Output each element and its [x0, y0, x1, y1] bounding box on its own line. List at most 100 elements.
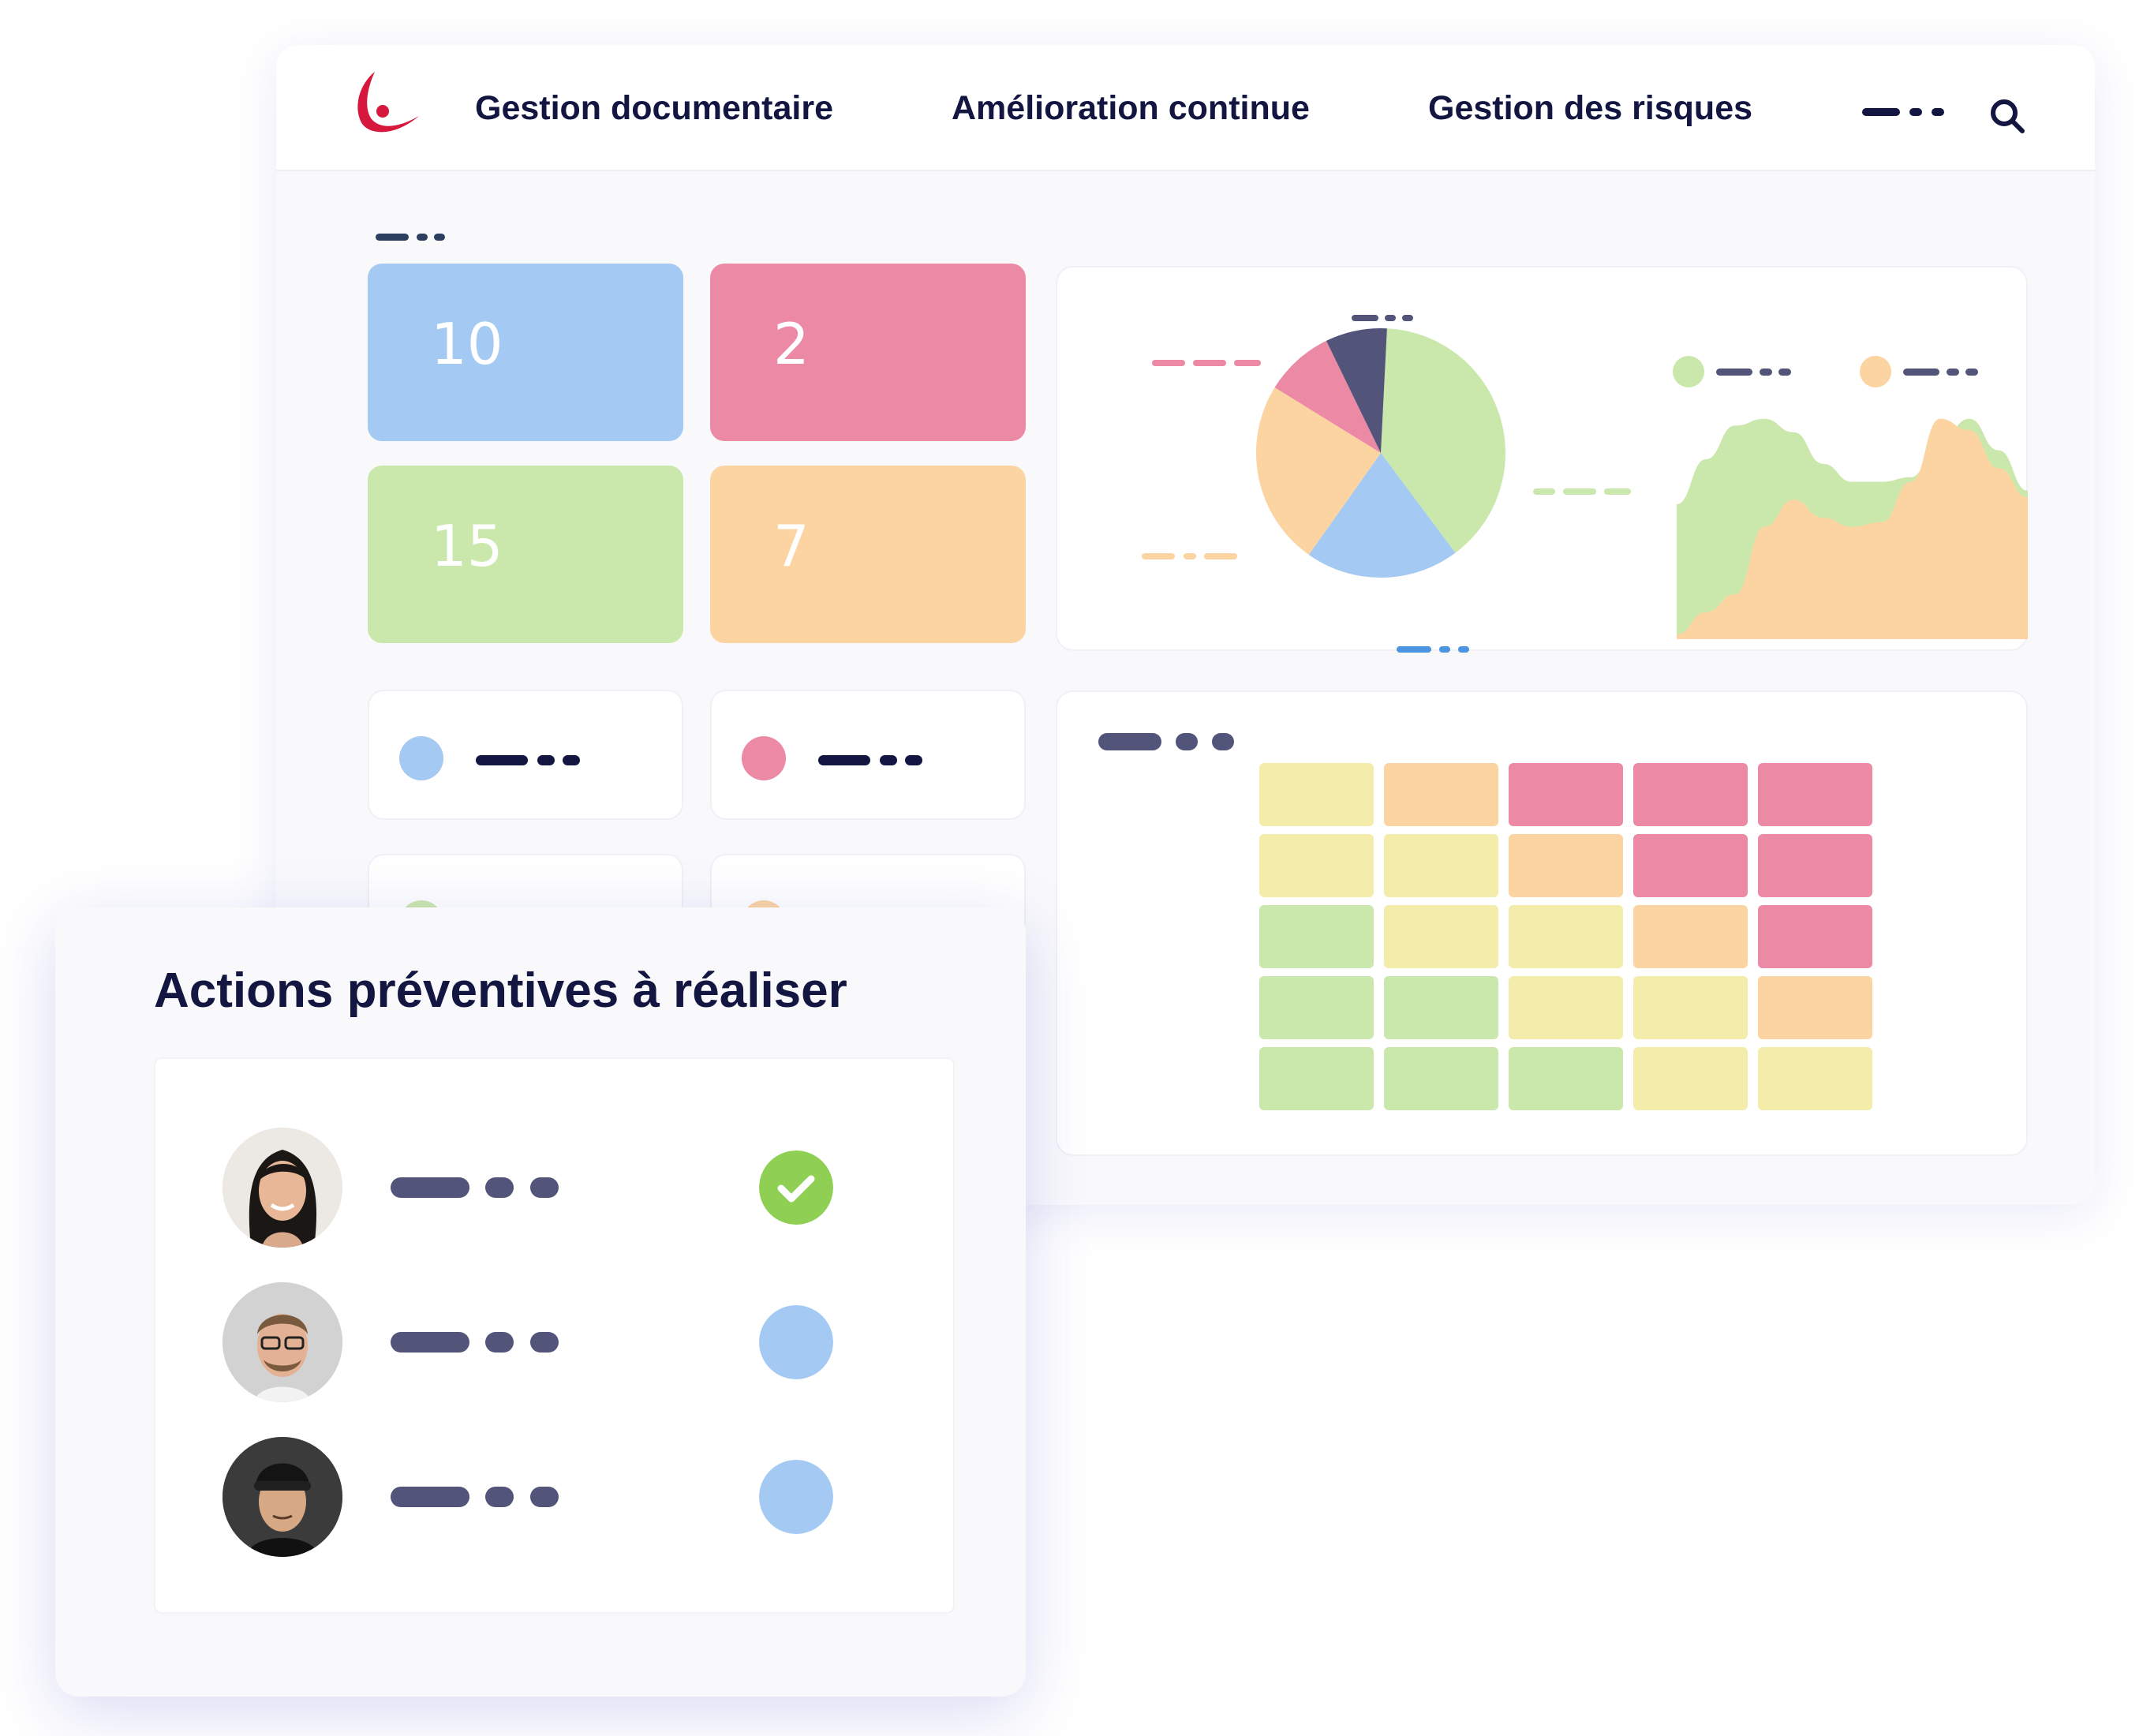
- stat-card-blue[interactable]: 10: [368, 264, 683, 441]
- placeholder-bar: [1909, 108, 1922, 116]
- stat-value: 7: [773, 513, 810, 579]
- nav-more-menu[interactable]: [1862, 108, 1949, 124]
- placeholder-bar: [1098, 733, 1161, 750]
- pie-slice: [1256, 387, 1381, 556]
- heatmap-cell[interactable]: [1633, 1047, 1748, 1110]
- heatmap-cell[interactable]: [1509, 905, 1623, 968]
- top-navbar: Gestion documentaire Amélioration contin…: [276, 45, 2095, 171]
- heatmap-cell[interactable]: [1633, 763, 1748, 826]
- area-chart: [1677, 418, 2028, 639]
- legend-swatch: [1673, 356, 1704, 387]
- heatmap-cell[interactable]: [1259, 905, 1374, 968]
- legend-swatch: [742, 736, 786, 780]
- placeholder-bar: [376, 234, 409, 241]
- action-row[interactable]: [155, 1433, 956, 1559]
- placeholder-bar: [391, 1332, 469, 1353]
- action-row[interactable]: [155, 1124, 956, 1250]
- nav-amelioration-continue[interactable]: Amélioration continue: [952, 89, 1310, 127]
- risk-matrix-panel: [1056, 690, 2028, 1156]
- placeholder-bar: [476, 755, 528, 765]
- legend-card-pink[interactable]: [710, 690, 1026, 820]
- heatmap-cell[interactable]: [1758, 834, 1872, 897]
- pie-slice: [1326, 328, 1387, 453]
- heatmap-cell[interactable]: [1384, 976, 1498, 1039]
- section-label-placeholder: [376, 234, 470, 243]
- search-icon[interactable]: [1988, 97, 2026, 135]
- placeholder-bar: [1965, 369, 1978, 376]
- legend-swatch: [399, 736, 443, 780]
- placeholder-bar: [530, 1332, 559, 1353]
- heatmap-cell[interactable]: [1509, 976, 1623, 1039]
- placeholder-bar: [1778, 369, 1791, 376]
- stat-card-orange[interactable]: 7: [710, 466, 1026, 643]
- pending-status-icon[interactable]: [759, 1460, 833, 1534]
- placeholder-bar: [530, 1177, 559, 1198]
- heatmap-cell[interactable]: [1259, 834, 1374, 897]
- placeholder-bar: [905, 755, 922, 765]
- heatmap-cell[interactable]: [1758, 976, 1872, 1039]
- heatmap-cell[interactable]: [1509, 1047, 1623, 1110]
- placeholder-bar: [1862, 108, 1900, 116]
- area-legend: [1673, 356, 2004, 387]
- placeholder-bar: [1716, 369, 1752, 376]
- woman-avatar-icon: [223, 1128, 342, 1248]
- stat-card-pink[interactable]: 2: [710, 264, 1026, 441]
- actions-list: [154, 1057, 955, 1614]
- heatmap-cell[interactable]: [1633, 976, 1748, 1039]
- pie-slice: [1274, 340, 1381, 453]
- avatar: [223, 1437, 342, 1557]
- heatmap-cell[interactable]: [1758, 763, 1872, 826]
- placeholder-bar: [1947, 369, 1959, 376]
- stat-value: 10: [431, 311, 503, 377]
- risk-heatmap: [1259, 763, 1875, 1118]
- heatmap-cell[interactable]: [1758, 1047, 1872, 1110]
- pie-legend-placeholders: [1142, 315, 1631, 653]
- placeholder-bar: [391, 1177, 469, 1198]
- nav-gestion-des-risques[interactable]: Gestion des risques: [1428, 89, 1753, 127]
- risk-matrix-title-placeholder: [1098, 733, 1248, 752]
- heatmap-cell[interactable]: [1384, 834, 1498, 897]
- pending-status-icon[interactable]: [759, 1305, 833, 1379]
- pie-slice: [1308, 453, 1456, 578]
- placeholder-bar: [434, 234, 445, 241]
- dashboard-window: Gestion documentaire Amélioration contin…: [276, 45, 2095, 1205]
- placeholder-bar: [485, 1487, 514, 1507]
- placeholder-bar: [880, 755, 897, 765]
- placeholder-bar: [417, 234, 428, 241]
- placeholder-bar: [391, 1487, 469, 1507]
- check-circle-icon[interactable]: [759, 1150, 833, 1225]
- heatmap-cell[interactable]: [1384, 1047, 1498, 1110]
- heatmap-cell[interactable]: [1633, 905, 1748, 968]
- action-row[interactable]: [155, 1278, 956, 1405]
- legend-swatch: [1860, 356, 1891, 387]
- brand-logo-icon[interactable]: [351, 67, 422, 138]
- heatmap-cell[interactable]: [1384, 905, 1498, 968]
- heatmap-cell[interactable]: [1259, 1047, 1374, 1110]
- avatar: [223, 1128, 342, 1248]
- heatmap-cell[interactable]: [1633, 834, 1748, 897]
- stat-value: 2: [773, 311, 810, 377]
- preventive-actions-panel: Actions préventives à réaliser: [55, 907, 1026, 1697]
- placeholder-bar: [485, 1177, 514, 1198]
- heatmap-cell[interactable]: [1384, 763, 1498, 826]
- heatmap-cell[interactable]: [1259, 976, 1374, 1039]
- nav-gestion-documentaire[interactable]: Gestion documentaire: [475, 89, 833, 127]
- placeholder-bar: [1903, 369, 1939, 376]
- heatmap-cell[interactable]: [1509, 834, 1623, 897]
- man-cap-avatar-icon: [223, 1437, 342, 1557]
- placeholder-bar: [485, 1332, 514, 1353]
- placeholder-bar: [563, 755, 580, 765]
- area-series: [1677, 418, 2028, 639]
- avatar: [223, 1282, 342, 1402]
- pie-chart: [1142, 315, 1631, 653]
- heatmap-cell[interactable]: [1758, 905, 1872, 968]
- stat-value: 15: [431, 513, 503, 579]
- pie-slice: [1381, 328, 1505, 553]
- heatmap-cell[interactable]: [1509, 763, 1623, 826]
- heatmap-cell[interactable]: [1259, 763, 1374, 826]
- stat-card-green[interactable]: 15: [368, 466, 683, 643]
- placeholder-bar: [1932, 108, 1944, 116]
- legend-card-blue[interactable]: [368, 690, 683, 820]
- placeholder-bar: [1760, 369, 1772, 376]
- man-glasses-avatar-icon: [223, 1282, 342, 1402]
